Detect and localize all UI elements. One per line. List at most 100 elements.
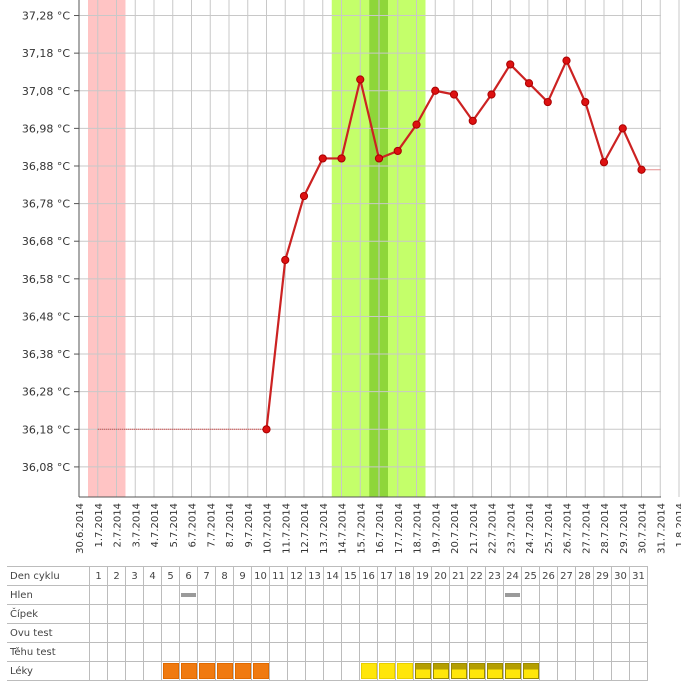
day-cell xyxy=(305,585,324,605)
day-cell xyxy=(287,623,306,643)
day-cell xyxy=(449,661,468,681)
day-cell xyxy=(89,585,108,605)
day-cell xyxy=(125,604,144,624)
day-cell xyxy=(269,604,288,624)
table-row: Den cyklu 1 2 3 4 5 6 7 8 9 10 11 12 13 14 15 16 17 18 19 20… xyxy=(7,566,648,586)
day-cell xyxy=(557,604,576,624)
day-cell xyxy=(107,661,126,681)
data-point xyxy=(524,79,534,88)
x-tick-label: 30.7.2014 xyxy=(638,503,649,554)
day-cell xyxy=(161,661,180,681)
day-cell xyxy=(341,661,360,681)
day-cell xyxy=(431,661,450,681)
table-row: Ovu test xyxy=(7,623,648,643)
day-cell: 16 xyxy=(359,566,378,586)
day-cell xyxy=(215,604,234,624)
medication-marker xyxy=(504,663,521,679)
y-tick-label: 36,38 °C xyxy=(22,348,70,361)
x-tick-label: 19.7.2014 xyxy=(431,503,442,554)
day-cell xyxy=(575,585,594,605)
day-cell xyxy=(251,661,270,681)
data-point xyxy=(281,255,290,265)
day-cell xyxy=(395,661,414,681)
day-cell xyxy=(359,642,378,662)
day-cell xyxy=(557,661,576,681)
day-cell: 31 xyxy=(629,566,648,586)
table-row: Hlen xyxy=(7,585,648,605)
day-cell xyxy=(215,642,234,662)
day-cell xyxy=(521,585,540,605)
day-cell: 2 xyxy=(107,566,126,586)
x-axis-ticks: 30.6.2014 1.7.2014 2.7.2014 3.7.2014 4.7.201… xyxy=(75,503,681,554)
day-cell xyxy=(305,661,324,681)
day-cell: 28 xyxy=(575,566,594,586)
day-cell: 1 xyxy=(89,566,108,586)
data-point xyxy=(393,146,402,156)
day-cell xyxy=(413,661,432,681)
day-cell xyxy=(125,661,144,681)
day-cell xyxy=(449,585,468,605)
day-cell xyxy=(233,661,252,681)
data-point xyxy=(262,425,271,434)
y-tick-label: 36,08 °C xyxy=(22,461,70,474)
x-tick-label: 2.7.2014 xyxy=(113,503,124,548)
day-cell xyxy=(575,661,594,681)
day-cell xyxy=(233,642,252,662)
day-cell: 11 xyxy=(269,566,288,586)
medication-marker xyxy=(396,663,413,679)
day-cell xyxy=(593,604,612,624)
day-cell xyxy=(503,623,522,643)
day-cell xyxy=(341,604,360,624)
day-cell: 14 xyxy=(323,566,342,586)
day-cell xyxy=(287,661,306,681)
y-tick-label: 36,48 °C xyxy=(22,310,70,323)
day-cell xyxy=(233,604,252,624)
day-cell xyxy=(593,585,612,605)
mucus-marker xyxy=(181,593,196,597)
day-cell xyxy=(395,585,414,605)
day-cell: 4 xyxy=(143,566,162,586)
day-cell: 13 xyxy=(305,566,324,586)
day-cell xyxy=(215,585,234,605)
x-tick-label: 9.7.2014 xyxy=(244,503,255,548)
day-cell xyxy=(215,661,234,681)
medication-marker xyxy=(198,663,215,679)
day-cell xyxy=(521,604,540,624)
x-tick-label: 23.7.2014 xyxy=(506,503,517,554)
x-tick-label: 11.7.2014 xyxy=(281,503,292,554)
day-cell: 7 xyxy=(197,566,216,586)
day-cell xyxy=(269,642,288,662)
day-cell xyxy=(323,604,342,624)
day-cell: 12 xyxy=(287,566,306,586)
day-cell xyxy=(611,661,630,681)
day-cell xyxy=(539,604,558,624)
day-cell xyxy=(431,604,450,624)
day-cell xyxy=(467,623,486,643)
y-tick-label: 36,98 °C xyxy=(22,122,70,135)
day-cell: 27 xyxy=(557,566,576,586)
day-cell xyxy=(539,642,558,662)
day-cell xyxy=(485,623,504,643)
x-tick-label: 26.7.2014 xyxy=(563,503,574,554)
x-tick-label: 10.7.2014 xyxy=(263,503,274,554)
day-cell xyxy=(377,604,396,624)
day-cell xyxy=(143,642,162,662)
x-tick-label: 24.7.2014 xyxy=(525,503,536,554)
day-cell xyxy=(179,642,198,662)
day-cell xyxy=(269,585,288,605)
day-cell xyxy=(485,642,504,662)
row-label: Den cyklu xyxy=(7,566,90,586)
mucus-marker xyxy=(505,593,520,597)
day-cell xyxy=(395,604,414,624)
chart-grid xyxy=(74,0,680,498)
medication-marker xyxy=(234,663,251,679)
x-tick-label: 25.7.2014 xyxy=(544,503,555,554)
day-cell xyxy=(431,623,450,643)
day-cell xyxy=(107,585,126,605)
x-tick-label: 13.7.2014 xyxy=(319,503,330,554)
day-cell xyxy=(503,604,522,624)
day-cell xyxy=(611,623,630,643)
day-cell xyxy=(197,642,216,662)
day-cell xyxy=(575,623,594,643)
day-cell xyxy=(269,661,288,681)
